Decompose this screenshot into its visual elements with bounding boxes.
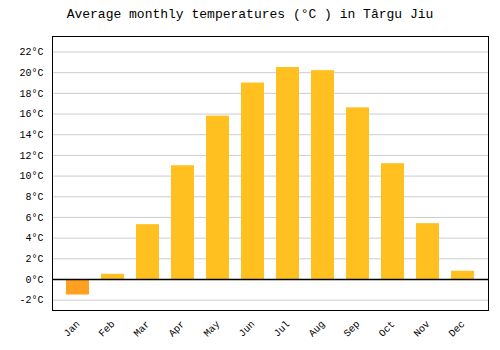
svg-text:Jun: Jun <box>237 319 258 340</box>
svg-text:8°C: 8°C <box>25 192 43 203</box>
svg-text:-2°C: -2°C <box>19 295 43 306</box>
svg-text:Mar: Mar <box>132 319 153 340</box>
svg-text:16°C: 16°C <box>19 109 43 120</box>
svg-text:Apr: Apr <box>167 319 188 340</box>
svg-text:6°C: 6°C <box>25 213 43 224</box>
html-text:Average monthly temperatures (: Average monthly temperatures (°C ) in Tâ… <box>66 7 434 22</box>
svg-text:12°C: 12°C <box>19 151 43 162</box>
svg-text:Sep: Sep <box>342 319 363 340</box>
svg-text:Aug: Aug <box>307 319 328 340</box>
svg-text:0°C: 0°C <box>25 275 43 286</box>
svg-text:Jul: Jul <box>272 319 293 340</box>
svg-text:22°C: 22°C <box>19 47 43 58</box>
svg-text:10°C: 10°C <box>19 171 43 182</box>
svg-text:Dec: Dec <box>447 319 468 340</box>
svg-text:4°C: 4°C <box>25 233 43 244</box>
svg-text:18°C: 18°C <box>19 89 43 100</box>
svg-text:Nov: Nov <box>412 319 433 340</box>
svg-text:Jan: Jan <box>62 319 83 340</box>
svg-text:20°C: 20°C <box>19 68 43 79</box>
svg-text:2°C: 2°C <box>25 254 43 265</box>
svg-text:Oct: Oct <box>377 319 398 340</box>
svg-text:14°C: 14°C <box>19 130 43 141</box>
svg-text:May: May <box>202 319 223 340</box>
svg-text:Feb: Feb <box>97 319 118 340</box>
